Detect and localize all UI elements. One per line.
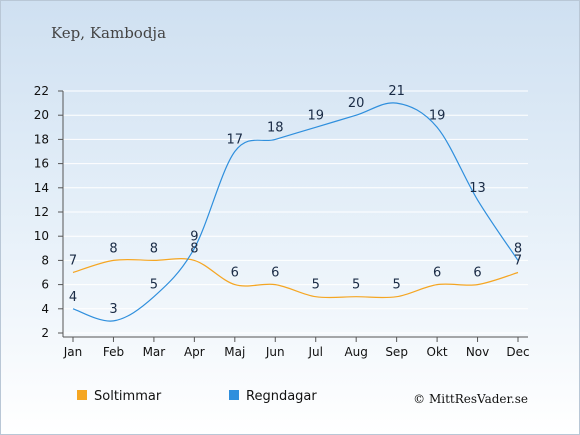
x-tick-label: Maj <box>224 345 245 359</box>
data-label-soltimmar: 8 <box>109 241 117 256</box>
y-tick-label: 8 <box>41 253 49 267</box>
x-tick-label: Okt <box>427 345 448 359</box>
data-label-soltimmar: 5 <box>392 278 400 293</box>
data-label-soltimmar: 6 <box>473 266 481 281</box>
data-label-regndagar: 4 <box>69 290 77 305</box>
x-tick-label: Apr <box>184 345 205 359</box>
x-tick-label: Jan <box>63 345 83 359</box>
data-label-soltimmar: 7 <box>69 254 77 269</box>
grid <box>63 90 528 334</box>
y-tick-label: 12 <box>34 205 49 219</box>
data-label-regndagar: 5 <box>150 278 158 293</box>
y-tick-label: 14 <box>34 181 49 195</box>
data-label-regndagar: 21 <box>388 84 405 99</box>
data-label-regndagar: 18 <box>267 120 284 135</box>
data-label-soltimmar: 6 <box>433 266 441 281</box>
data-label-regndagar: 19 <box>307 108 324 123</box>
y-tick-label: 4 <box>41 302 49 316</box>
series-lines <box>72 102 519 322</box>
axes: 2 4 6 8 10 12 14 16 18 20 22 Jan Feb Mar Apr Maj Jun Jul A… <box>34 84 530 359</box>
series-line-regndagar <box>72 102 519 322</box>
x-tick-label: Dec <box>506 345 529 359</box>
legend-swatch-regndagar <box>229 390 239 400</box>
chart-title: Kep, Kambodja <box>51 24 166 42</box>
y-tick-label: 22 <box>34 84 49 98</box>
data-label-soltimmar: 6 <box>231 266 239 281</box>
y-tick-label: 10 <box>34 229 49 243</box>
y-tick-label: 18 <box>34 132 49 146</box>
data-label-soltimmar: 6 <box>271 266 279 281</box>
data-label-soltimmar: 8 <box>190 241 198 256</box>
data-label-soltimmar: 8 <box>150 241 158 256</box>
x-tick-label: Mar <box>143 345 166 359</box>
data-label-regndagar: 3 <box>109 302 117 317</box>
data-label-regndagar: 19 <box>429 108 446 123</box>
x-tick-label: Nov <box>466 345 489 359</box>
y-tick-label: 2 <box>41 326 49 340</box>
x-tick-label: Feb <box>103 345 124 359</box>
data-label-soltimmar: 7 <box>514 254 522 269</box>
legend-swatch-soltimmar <box>77 390 87 400</box>
y-tick-label: 6 <box>41 278 49 292</box>
x-tick-label: Aug <box>344 345 367 359</box>
data-label-regndagar: 13 <box>469 181 486 196</box>
series-line-soltimmar <box>72 258 519 299</box>
data-label-regndagar: 20 <box>348 96 365 111</box>
legend: Soltimmar Regndagar <box>77 389 317 404</box>
data-label-regndagar: 9 <box>190 229 198 244</box>
x-tick-label: Sep <box>385 345 408 359</box>
data-label-soltimmar: 5 <box>352 278 360 293</box>
data-label-soltimmar: 5 <box>312 278 320 293</box>
y-tick-label: 16 <box>34 157 49 171</box>
legend-label-soltimmar: Soltimmar <box>94 389 162 404</box>
data-label-regndagar: 8 <box>514 241 522 256</box>
credit-text: © MittResVader.se <box>413 392 528 406</box>
x-tick-label: Jun <box>265 345 285 359</box>
y-tick-label: 20 <box>34 108 49 122</box>
data-label-regndagar: 17 <box>227 133 244 148</box>
x-tick-label: Jul <box>307 345 322 359</box>
legend-label-regndagar: Regndagar <box>246 389 317 404</box>
